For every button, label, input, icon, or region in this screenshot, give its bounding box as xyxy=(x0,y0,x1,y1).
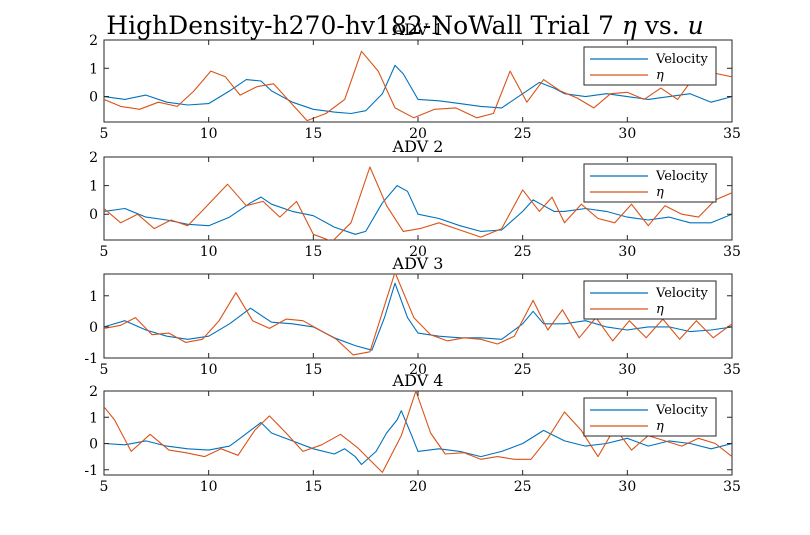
legend-label: Velocity xyxy=(655,403,709,418)
y-tick-label: 1 xyxy=(89,179,98,195)
x-tick-label: 30 xyxy=(618,362,636,378)
series-line-velocity xyxy=(104,410,732,466)
x-tick-label: 15 xyxy=(304,362,322,378)
y-tick-label: 2 xyxy=(89,150,98,166)
y-tick-label: -1 xyxy=(84,351,98,367)
legend-box xyxy=(583,163,717,203)
x-tick-label: 25 xyxy=(514,479,532,495)
x-tick-label: 5 xyxy=(100,479,109,495)
x-tick-label: 25 xyxy=(514,126,532,142)
x-tick-label: 20 xyxy=(409,126,427,142)
x-tick-label: 5 xyxy=(100,126,109,142)
figure-title: HighDensity-h270-hv182-NoWall Trial 7 η … xyxy=(106,11,703,40)
x-tick-label: 25 xyxy=(514,244,532,260)
series-line-eta xyxy=(104,50,732,122)
x-tick-label: 30 xyxy=(618,244,636,260)
series-line-velocity xyxy=(104,185,732,235)
x-tick-label: 30 xyxy=(618,479,636,495)
y-tick-label: 1 xyxy=(89,289,98,305)
x-tick-label: 20 xyxy=(409,362,427,378)
x-tick-label: 10 xyxy=(200,126,218,142)
y-tick-label: 0 xyxy=(89,320,98,336)
legend-label: η xyxy=(656,68,664,83)
legend-label: η xyxy=(656,302,664,317)
legend-label: Velocity xyxy=(655,286,709,301)
subplot-title: ADV 4 xyxy=(392,371,444,390)
legend-label: Velocity xyxy=(655,169,709,184)
subplot-title: ADV 2 xyxy=(392,137,444,156)
x-tick-label: 20 xyxy=(409,244,427,260)
legend-label: η xyxy=(656,185,664,200)
x-tick-label: 35 xyxy=(723,126,741,142)
y-tick-label: 0 xyxy=(89,90,98,106)
y-tick-label: 0 xyxy=(89,437,98,453)
x-tick-label: 35 xyxy=(723,244,741,260)
x-tick-label: 15 xyxy=(304,479,322,495)
x-tick-label: 15 xyxy=(304,244,322,260)
legend-box xyxy=(583,46,717,86)
series-line-velocity xyxy=(104,64,732,115)
x-tick-label: 10 xyxy=(200,244,218,260)
legend-box xyxy=(583,280,717,320)
x-tick-label: 5 xyxy=(100,362,109,378)
y-tick-label: 2 xyxy=(89,33,98,49)
x-tick-label: 25 xyxy=(514,362,532,378)
x-tick-label: 15 xyxy=(304,126,322,142)
x-tick-label: 35 xyxy=(723,479,741,495)
legend-label: η xyxy=(656,419,664,434)
series-line-eta xyxy=(104,166,732,240)
x-tick-label: 20 xyxy=(409,479,427,495)
y-tick-label: 2 xyxy=(89,384,98,400)
x-tick-label: 10 xyxy=(200,479,218,495)
series-line-eta xyxy=(104,274,732,356)
y-tick-label: 1 xyxy=(89,410,98,426)
subplot-title: ADV 3 xyxy=(392,254,444,273)
x-tick-label: 35 xyxy=(723,362,741,378)
x-tick-label: 5 xyxy=(100,244,109,260)
series-line-velocity xyxy=(104,282,732,351)
x-tick-label: 10 xyxy=(200,362,218,378)
y-tick-label: 0 xyxy=(89,207,98,223)
subplot-title: ADV 1 xyxy=(392,20,444,39)
y-tick-label: -1 xyxy=(84,463,98,479)
series-line-eta xyxy=(104,391,732,473)
y-tick-label: 1 xyxy=(89,61,98,77)
x-tick-label: 30 xyxy=(618,126,636,142)
legend-box xyxy=(583,397,717,437)
legend-label: Velocity xyxy=(655,52,709,67)
